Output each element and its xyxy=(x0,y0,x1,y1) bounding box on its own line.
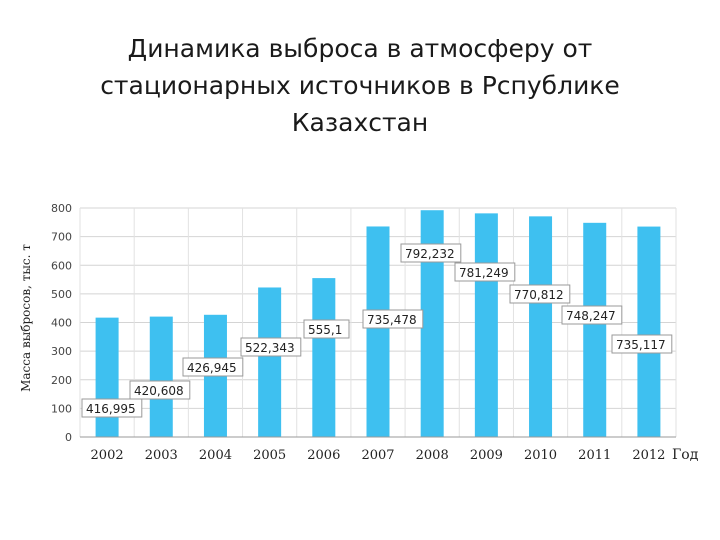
y-axis-label: Масса выбросов, тыс. т xyxy=(19,244,33,392)
y-tick-label: 300 xyxy=(51,345,72,358)
data-label: 792,232 xyxy=(405,247,455,261)
bar-2011 xyxy=(583,222,607,437)
bar-2003 xyxy=(149,316,173,437)
data-label-box xyxy=(240,337,302,357)
data-label: 416,995 xyxy=(86,402,136,416)
data-label: 522,343 xyxy=(245,341,295,355)
data-label: 420,608 xyxy=(134,384,184,398)
x-tick-label: 2012 xyxy=(632,448,665,463)
x-tick-label: 2006 xyxy=(307,448,340,463)
y-tick-label: 100 xyxy=(51,402,72,415)
x-tick-label: 2003 xyxy=(145,448,178,463)
chart-title: Динамика выброса в атмосферу от стациона… xyxy=(60,30,660,141)
bar-2012 xyxy=(637,226,661,437)
data-label: 781,249 xyxy=(459,266,509,280)
title-line-1: Динамика выброса в атмосферу от xyxy=(127,34,593,63)
title-line-2: стационарных источников в Рспублике xyxy=(100,71,620,100)
x-tick-label: 2002 xyxy=(91,448,124,463)
data-label-box xyxy=(362,309,424,329)
y-tick-labels: 0 100 200 300 400 500 600 700 800 xyxy=(51,202,72,444)
x-tick-labels: 2002 2003 2004 2005 2006 2007 2008 2009 2010 2011… xyxy=(91,448,666,463)
y-tick-label: 400 xyxy=(51,317,72,330)
bar-2008 xyxy=(420,210,444,437)
data-label: 426,945 xyxy=(187,361,237,375)
y-tick-label: 200 xyxy=(51,374,72,387)
data-label-box xyxy=(303,319,350,339)
bar-2002 xyxy=(95,317,119,437)
x-tick-label: 2007 xyxy=(361,448,394,463)
bar-2006 xyxy=(312,278,336,437)
y-tick-label: 700 xyxy=(51,231,72,244)
data-label-box xyxy=(182,357,244,377)
bar-2007 xyxy=(366,226,390,437)
data-label: 748,247 xyxy=(566,309,616,323)
data-label-box xyxy=(561,305,623,325)
bar-2010 xyxy=(529,216,553,437)
data-label-box xyxy=(611,334,673,354)
data-label: 735,478 xyxy=(367,313,417,327)
data-label: 770,812 xyxy=(514,288,564,302)
y-tick-label: 500 xyxy=(51,288,72,301)
x-axis-label: Год xyxy=(672,447,699,463)
data-label-box xyxy=(509,284,571,304)
y-tick-label: 800 xyxy=(51,202,72,215)
x-tick-label: 2005 xyxy=(253,448,286,463)
x-tick-label: 2004 xyxy=(199,448,232,463)
data-label-box xyxy=(400,243,462,263)
x-tick-label: 2009 xyxy=(470,448,503,463)
data-label-box xyxy=(129,380,191,400)
bar-2009 xyxy=(474,213,498,437)
data-label-box xyxy=(454,262,516,282)
x-tick-label: 2011 xyxy=(578,448,611,463)
y-tick-label: 600 xyxy=(51,259,72,272)
data-label: 735,117 xyxy=(616,338,666,352)
x-tick-label: 2008 xyxy=(416,448,449,463)
data-label-box xyxy=(81,398,143,418)
y-tick-label: 0 xyxy=(65,431,72,444)
bar-2005 xyxy=(258,287,282,437)
title-line-3: Казахстан xyxy=(291,108,429,137)
x-tick-label: 2010 xyxy=(524,448,557,463)
data-label: 555,1 xyxy=(308,323,342,337)
